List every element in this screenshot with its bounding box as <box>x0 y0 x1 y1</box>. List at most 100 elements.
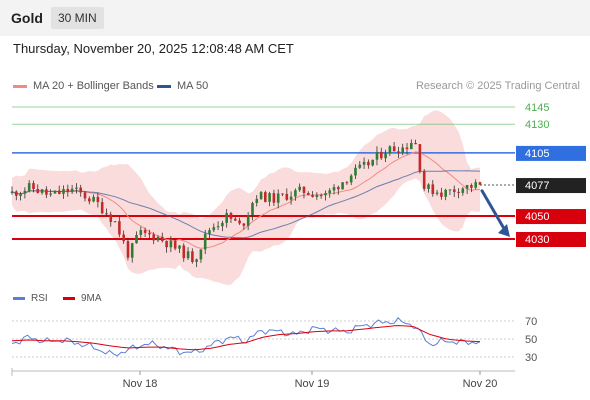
candle-body <box>234 219 237 221</box>
level-label-4145: 4145 <box>525 102 549 114</box>
rsi-line <box>12 318 480 356</box>
candle-body <box>389 146 392 153</box>
forecast-arrow-shaft <box>482 191 506 232</box>
candle-body <box>62 189 65 194</box>
candle-body <box>419 144 422 171</box>
candle-body <box>333 187 336 190</box>
candle-body <box>178 246 181 249</box>
candle-body <box>148 233 151 234</box>
candle-body <box>324 193 327 195</box>
candle-body <box>204 234 207 250</box>
candle-body <box>79 188 82 193</box>
candle-body <box>268 193 271 202</box>
candle-body <box>427 184 430 189</box>
candle-body <box>479 182 482 185</box>
candle-body <box>140 230 143 235</box>
candle-body <box>462 189 465 193</box>
x-tick-label: Nov 19 <box>295 378 330 390</box>
candle-body <box>380 152 383 158</box>
x-tick-label: Nov 18 <box>123 378 158 390</box>
candle-body <box>110 214 113 222</box>
level-tag-text-4030: 4030 <box>525 234 549 246</box>
level-tag-text-4105: 4105 <box>525 148 549 160</box>
candle-body <box>71 189 74 192</box>
candle-body <box>397 151 400 153</box>
candle-body <box>384 154 387 159</box>
candle-body <box>24 191 27 194</box>
candle-body <box>208 230 211 234</box>
rsi-tick-70: 70 <box>525 316 537 328</box>
candle-body <box>470 185 473 188</box>
candle-body <box>303 187 306 193</box>
candle-body <box>393 146 396 151</box>
candle-body <box>67 189 70 192</box>
level-label-4130: 4130 <box>525 119 549 131</box>
candle-body <box>97 197 100 202</box>
candle-body <box>294 190 297 196</box>
candle-body <box>290 197 293 200</box>
candle-body <box>256 199 259 203</box>
candle-body <box>88 199 91 202</box>
candle-body <box>311 195 314 197</box>
candle-body <box>32 183 35 189</box>
candle-body <box>165 241 168 247</box>
candle-body <box>423 172 426 189</box>
candle-body <box>105 213 108 214</box>
candle-body <box>286 194 289 200</box>
candle-body <box>54 191 57 194</box>
candle-body <box>371 160 374 166</box>
candle-body <box>260 192 263 199</box>
candle-body <box>15 192 18 196</box>
candle-body <box>273 193 276 203</box>
candle-body <box>247 215 250 226</box>
candle-body <box>337 187 340 189</box>
candle-body <box>406 148 409 150</box>
candle-body <box>170 241 173 247</box>
candle-body <box>307 193 310 195</box>
candle-body <box>19 194 22 196</box>
candle-body <box>183 246 186 259</box>
candle-body <box>277 194 280 203</box>
candle-body <box>466 185 469 189</box>
candle-body <box>363 162 366 165</box>
candle-body <box>45 189 48 194</box>
candle-body <box>92 197 95 202</box>
candle-body <box>37 189 40 193</box>
candle-body <box>127 241 130 258</box>
candle-body <box>161 237 164 241</box>
candle-body <box>410 143 413 149</box>
candle-body <box>354 168 357 176</box>
candle-body <box>440 193 443 197</box>
candle-body <box>11 192 14 194</box>
candle-body <box>432 184 435 194</box>
candle-body <box>135 235 138 243</box>
bollinger-band-area <box>12 110 480 285</box>
candle-body <box>75 188 78 189</box>
candle-body <box>449 189 452 190</box>
candle-body <box>414 143 417 144</box>
candle-body <box>243 224 246 226</box>
rsi-tick-30: 30 <box>525 352 537 364</box>
candle-body <box>367 162 370 165</box>
candle-body <box>221 223 224 226</box>
candle-body <box>474 182 477 188</box>
x-tick-label: Nov 20 <box>463 378 498 390</box>
candle-body <box>457 192 460 193</box>
candle-body <box>187 251 190 258</box>
candle-body <box>84 192 87 198</box>
rsi-tick-50: 50 <box>525 334 537 346</box>
candle-body <box>213 227 216 230</box>
candle-body <box>195 259 198 262</box>
candle-body <box>436 193 439 194</box>
candle-body <box>264 192 267 202</box>
candle-body <box>28 183 31 191</box>
candle-body <box>144 230 147 233</box>
candle-body <box>316 195 319 197</box>
candle-body <box>341 182 344 189</box>
candle-body <box>359 165 362 168</box>
candle-body <box>200 250 203 260</box>
candle-body <box>157 237 160 241</box>
candle-body <box>376 152 379 160</box>
candle-body <box>401 148 404 154</box>
candle-body <box>114 221 117 222</box>
